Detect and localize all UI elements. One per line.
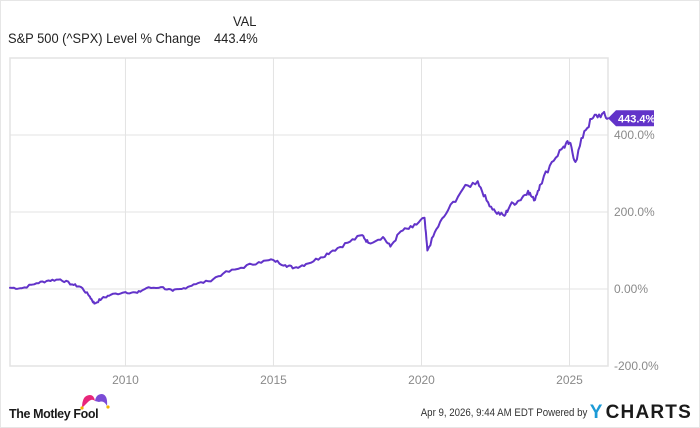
- jester-hat-icon: [80, 394, 110, 410]
- ycharts-y-icon: Y: [589, 402, 604, 423]
- timestamp: Apr 9, 2026, 9:44 AM EDT Powered by: [421, 407, 588, 419]
- legend-series-value: 443.4%: [214, 30, 258, 46]
- legend-column-label: VAL: [233, 13, 257, 29]
- x-tick-label: 2015: [260, 373, 287, 387]
- x-tick-label: 2025: [556, 373, 583, 387]
- x-tick-label: 2010: [112, 373, 139, 387]
- footer-attribution: Apr 9, 2026, 9:44 AM EDT Powered by Y CH…: [398, 402, 692, 424]
- legend-series-name: S&P 500 (^SPX) Level % Change: [8, 30, 201, 46]
- grid-lines: [9, 57, 609, 367]
- series-line: [9, 110, 609, 305]
- y-tick-label: 400.0%: [614, 128, 655, 142]
- y-axis-ticks: 400.0% 200.0% 0.00% -200.0%: [614, 128, 659, 373]
- ycharts-wordmark: CHARTS: [605, 402, 692, 423]
- x-axis-ticks: 2010 2015 2020 2025: [112, 373, 583, 387]
- end-value-label: 443.4%: [618, 113, 656, 125]
- y-tick-label: 200.0%: [614, 205, 655, 219]
- brand-name: The Motley Fool: [9, 407, 99, 421]
- y-tick-label: -200.0%: [614, 359, 659, 373]
- end-value-badge: 443.4%: [608, 110, 656, 127]
- y-tick-label: 0.00%: [614, 282, 648, 296]
- x-tick-label: 2020: [408, 373, 435, 387]
- ycharts-logo[interactable]: Y CHARTS: [590, 402, 692, 424]
